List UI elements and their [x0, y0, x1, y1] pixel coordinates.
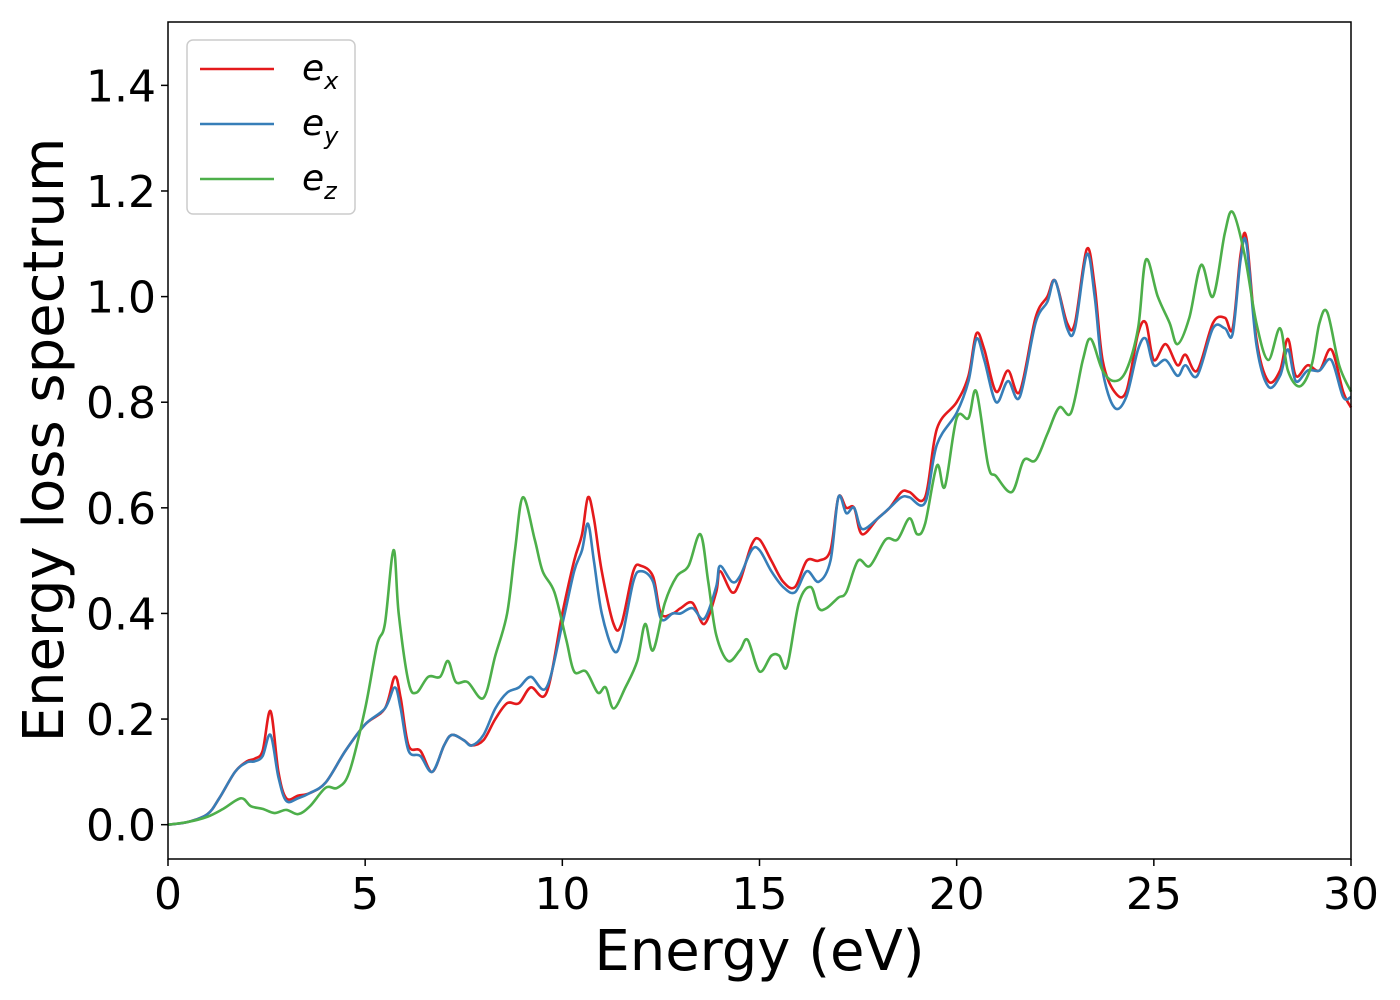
legend-label-y: ey	[302, 103, 339, 150]
y-tick-label: 1.2	[86, 167, 156, 218]
series-line-x	[167, 231, 1353, 826]
x-tick-label: 25	[1126, 869, 1182, 920]
x-axis-label: Energy (eV)	[594, 919, 924, 984]
plot-area	[168, 22, 1351, 859]
y-axis-label: Energy loss spectrum	[12, 138, 77, 743]
y-axis: 0.0 0.2 0.4 0.6 0.8 1.0 1.2 1.4	[86, 61, 168, 852]
series-lines	[167, 210, 1353, 826]
y-tick-label: 1.0	[86, 273, 156, 324]
x-tick-label: 15	[732, 869, 788, 920]
x-tick-label: 0	[154, 869, 182, 920]
y-tick-label: 0.4	[86, 589, 156, 640]
x-tick-label: 10	[534, 869, 590, 920]
y-tick-label: 0.2	[86, 695, 156, 746]
y-tick-label: 0.6	[86, 484, 156, 535]
y-tick-label: 0.0	[86, 801, 156, 852]
x-tick-label: 5	[351, 869, 379, 920]
y-tick-label: 1.4	[86, 61, 156, 112]
legend-box	[186, 39, 356, 215]
series-line-z	[167, 210, 1353, 826]
x-axis: 0 5 10 15 20 25 30	[154, 859, 1379, 920]
series-line-y	[167, 236, 1352, 826]
y-tick-label: 0.8	[86, 378, 156, 429]
x-tick-label: 30	[1323, 869, 1379, 920]
x-tick-label: 20	[929, 869, 985, 920]
